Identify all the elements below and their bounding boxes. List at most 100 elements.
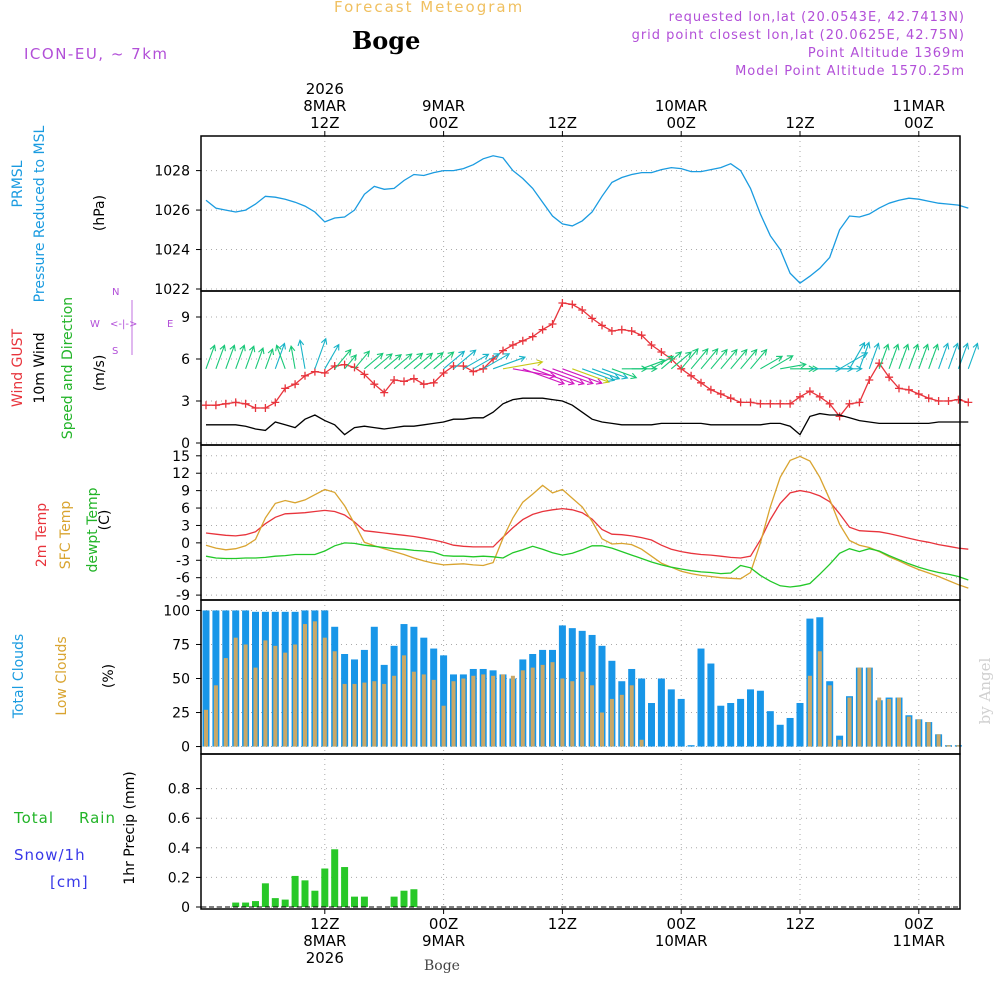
ytick-label: 1026	[154, 203, 190, 219]
wind-arrow	[562, 368, 603, 385]
ytick-label: 50	[172, 672, 190, 688]
bar-low-clouds	[441, 705, 446, 747]
ytick-label: 75	[172, 637, 190, 653]
bar-low-clouds	[362, 682, 367, 747]
bar-low-clouds	[926, 722, 931, 747]
bar-low-clouds	[837, 739, 842, 747]
bottom-time-label: 12Z	[785, 915, 814, 933]
gust-marker	[736, 398, 745, 407]
bar-low-clouds	[421, 674, 426, 747]
ytick-label: 3	[181, 394, 190, 410]
gust-marker	[766, 399, 775, 408]
wind-arrow	[492, 355, 527, 370]
gust-marker	[499, 346, 507, 355]
wind-arrow	[601, 368, 629, 380]
wind-arrow	[888, 343, 900, 369]
bar-low-clouds	[619, 694, 624, 747]
requested-coords: requested lon,lat (20.0543E, 42.7413N)	[668, 10, 965, 25]
bar-low-clouds	[471, 675, 476, 747]
bar-total-clouds	[786, 717, 794, 747]
bottom-time-label: 9MAR	[422, 932, 465, 950]
wind-arrow	[661, 351, 683, 370]
bar-low-clouds	[609, 698, 614, 747]
bar-total-rain	[242, 902, 250, 907]
bar-low-clouds	[322, 637, 327, 747]
bar-low-clouds	[560, 678, 565, 747]
bar-total-rain	[360, 896, 368, 907]
bar-total-clouds	[657, 678, 665, 747]
wind-arrow	[542, 368, 585, 386]
bar-low-clouds	[392, 675, 397, 747]
ytick-label: 15	[172, 449, 190, 465]
gust-marker	[380, 388, 389, 397]
gust-marker	[340, 360, 349, 369]
gust-marker	[964, 398, 973, 407]
ytick-label: 1028	[154, 164, 190, 180]
gust-marker	[855, 398, 864, 407]
wind-arrow	[413, 352, 434, 370]
gust-marker	[885, 373, 894, 382]
top-time-label: 12Z	[548, 114, 577, 132]
ytick-label: 9	[181, 310, 190, 326]
bar-low-clouds	[936, 734, 941, 747]
gust-marker	[716, 390, 725, 398]
bar-low-clouds	[887, 698, 892, 747]
bar-low-clouds	[956, 745, 961, 747]
point-altitude: Point Altitude 1369m	[807, 46, 965, 61]
bar-low-clouds	[550, 662, 555, 747]
bottom-time-label: 8MAR	[303, 932, 346, 950]
compass-south: S	[112, 346, 119, 357]
bar-low-clouds	[906, 716, 911, 747]
ytick-label: -6	[176, 571, 190, 587]
series-line-dewpt-temp	[205, 542, 969, 588]
bar-low-clouds	[451, 681, 456, 747]
snow-unit-label: [cm]	[50, 873, 89, 891]
ytick-label: 1022	[154, 282, 190, 298]
bar-low-clouds	[510, 675, 515, 747]
wind-arrow	[383, 353, 402, 370]
bar-low-clouds	[847, 697, 852, 747]
bar-total-clouds	[697, 648, 705, 747]
gust-marker	[221, 399, 230, 408]
top-time-label: 00Z	[429, 114, 458, 132]
top-time-label: 00Z	[667, 114, 696, 132]
wind-arrow	[288, 344, 296, 369]
bar-low-clouds	[312, 621, 317, 747]
panel-frame	[200, 135, 961, 292]
wind-arrow	[680, 348, 699, 370]
bar-total-clouds	[766, 711, 774, 747]
bar-low-clouds	[431, 679, 436, 747]
bar-total-clouds	[667, 689, 675, 747]
ytick-label: 100	[163, 603, 190, 619]
wind-arrow	[522, 368, 566, 386]
gust-marker	[875, 359, 884, 368]
bar-low-clouds	[580, 671, 585, 747]
gust-marker	[508, 341, 517, 349]
bar-low-clouds	[827, 685, 832, 747]
bar-low-clouds	[600, 712, 604, 747]
wind-arrow	[740, 348, 758, 370]
gust-marker	[271, 398, 280, 407]
bar-total-rain	[400, 890, 408, 907]
wind-arrow	[908, 343, 920, 369]
station-name: Boge	[352, 26, 421, 55]
top-time-label: 12Z	[310, 114, 339, 132]
bar-low-clouds	[530, 667, 535, 747]
bar-total-clouds	[717, 705, 725, 747]
gust-marker	[607, 327, 616, 335]
wind-arrow	[297, 339, 306, 369]
panel-4: 0 0.2 0.4 0.6 0.8	[168, 753, 961, 916]
wind-arrow	[463, 353, 490, 370]
gust-marker	[746, 398, 755, 407]
gust-marker	[469, 367, 478, 376]
ytick-label: 25	[172, 706, 190, 722]
ytick-label: 3	[181, 518, 190, 534]
bottom-time-label: 00Z	[904, 915, 933, 933]
gust-marker	[251, 404, 260, 412]
gust-marker	[637, 331, 646, 340]
wind-arrow	[364, 352, 384, 370]
wind-arrow	[770, 355, 794, 370]
gust-marker	[895, 384, 903, 393]
wind-arrow	[967, 342, 979, 369]
gust-marker	[320, 369, 329, 377]
